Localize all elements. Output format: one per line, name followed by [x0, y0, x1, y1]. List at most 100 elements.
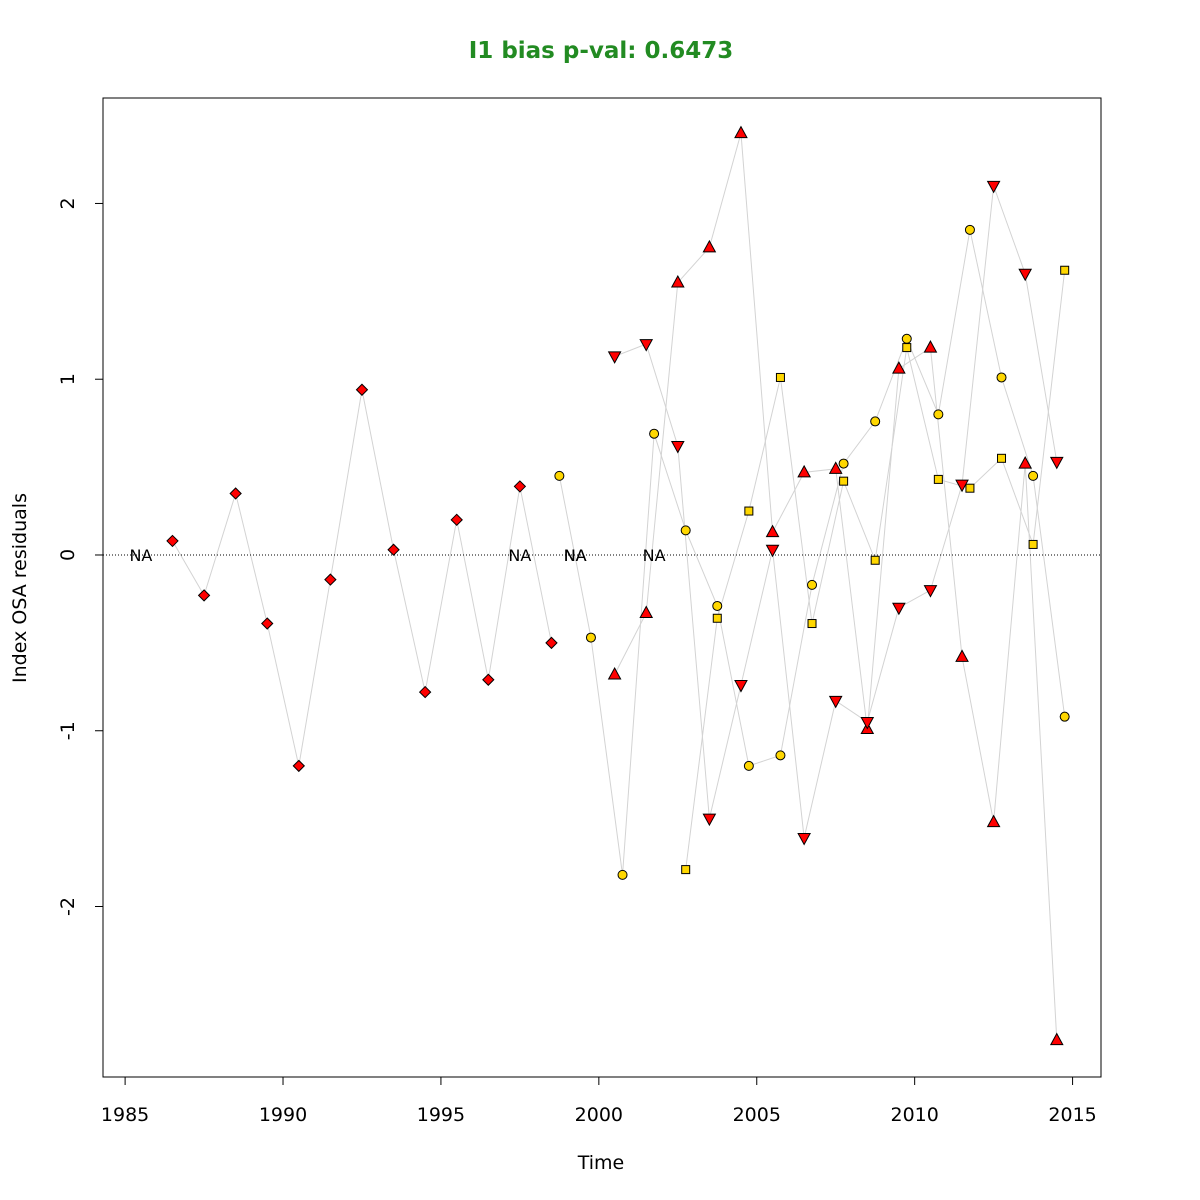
- point-square: [712, 613, 722, 623]
- x-tick-label: 1995: [417, 1104, 465, 1126]
- point-triangle-up: [955, 649, 969, 662]
- point-square: [965, 483, 975, 493]
- point-triangle-down: [1049, 456, 1064, 470]
- point-triangle-down: [797, 832, 811, 846]
- point-triangle-down: [734, 680, 748, 693]
- point-triangle-up: [797, 464, 811, 478]
- point-triangle-down: [670, 441, 685, 454]
- point-square: [839, 476, 849, 486]
- point-triangle-down: [955, 479, 969, 493]
- point-circle: [964, 224, 975, 235]
- y-tick-label: 0: [57, 549, 79, 561]
- point-diamond: [229, 487, 242, 500]
- point-circle: [933, 409, 944, 420]
- point-triangle-up: [765, 524, 780, 538]
- point-square: [870, 555, 880, 565]
- y-axis: -2 -1 0 1 2: [57, 197, 104, 916]
- point-triangle-up: [1049, 1032, 1064, 1046]
- x-tick-label: 2005: [733, 1104, 781, 1126]
- point-diamond: [261, 617, 274, 630]
- na-label: NA: [508, 546, 531, 565]
- point-triangle-down: [1018, 268, 1033, 282]
- point-circle: [775, 750, 786, 761]
- point-circle: [996, 372, 1007, 383]
- point-circle: [1059, 711, 1070, 722]
- connector-line: [558, 229, 1066, 875]
- connector-line: [685, 270, 1066, 870]
- point-circle: [901, 333, 912, 344]
- point-circle: [554, 470, 565, 481]
- point-triangle-down: [892, 602, 906, 616]
- x-tick-label: 1990: [259, 1104, 307, 1126]
- y-tick-label: -2: [57, 897, 79, 916]
- point-triangle-down: [986, 180, 1001, 194]
- point-circle: [585, 632, 596, 643]
- point-triangle-up: [734, 125, 748, 139]
- y-axis-title: Index OSA residuals: [9, 493, 31, 683]
- point-diamond: [355, 383, 369, 396]
- point-triangle-up: [639, 605, 654, 618]
- connector-line: [614, 133, 1058, 1041]
- point-circle: [680, 525, 691, 536]
- y-tick-label: -1: [57, 721, 79, 740]
- x-tick-label: 1985: [101, 1104, 149, 1126]
- na-label: NA: [129, 546, 152, 565]
- point-square: [775, 372, 785, 382]
- point-circle: [1028, 470, 1039, 481]
- point-triangle-down: [702, 813, 717, 827]
- point-triangle-down: [828, 695, 843, 709]
- point-triangle-down: [923, 585, 938, 598]
- point-diamond: [197, 589, 211, 602]
- point-triangle-up: [670, 275, 685, 288]
- point-triangle-up: [1018, 456, 1033, 469]
- point-circle: [838, 458, 849, 469]
- point-circle: [807, 579, 818, 590]
- point-square: [933, 474, 943, 484]
- point-triangle-up: [702, 239, 717, 253]
- x-tick-label: 2010: [890, 1104, 938, 1126]
- data-points: [166, 125, 1070, 1046]
- chart-title: I1 bias p-val: 0.6473: [469, 38, 734, 64]
- point-circle: [649, 428, 660, 439]
- point-circle: [712, 600, 723, 611]
- point-square: [744, 506, 754, 516]
- na-label: NA: [564, 546, 587, 565]
- y-tick-label: 1: [57, 373, 79, 385]
- point-diamond: [292, 759, 306, 773]
- na-label: NA: [564, 546, 587, 565]
- point-square: [1060, 265, 1070, 275]
- point-diamond: [324, 573, 337, 586]
- point-triangle-up: [986, 814, 1001, 828]
- y-tick-label: 2: [57, 197, 79, 209]
- point-diamond: [166, 534, 179, 548]
- point-diamond: [450, 513, 463, 527]
- point-triangle-down: [765, 544, 780, 558]
- point-square: [1028, 539, 1038, 549]
- na-label: NA: [643, 546, 666, 565]
- point-square: [681, 865, 691, 875]
- point-triangle-down: [607, 351, 622, 364]
- point-triangle-up: [892, 361, 906, 374]
- connector-line: [172, 389, 552, 767]
- point-square: [997, 453, 1007, 463]
- point-diamond: [545, 636, 558, 650]
- plot-frame: [102, 97, 1102, 1078]
- x-axis-title: Time: [577, 1152, 625, 1174]
- point-square: [902, 343, 912, 353]
- point-square: [807, 619, 817, 629]
- point-circle: [617, 869, 628, 880]
- point-diamond: [482, 673, 495, 686]
- point-circle: [743, 760, 754, 771]
- point-diamond: [387, 543, 400, 556]
- x-tick-label: 2015: [1048, 1104, 1096, 1126]
- point-triangle-down: [860, 716, 875, 730]
- point-triangle-up: [607, 666, 622, 680]
- point-diamond: [513, 480, 527, 493]
- point-triangle-up: [828, 461, 843, 474]
- point-circle: [870, 416, 881, 427]
- point-triangle-down: [639, 339, 654, 352]
- point-triangle-up: [923, 340, 938, 353]
- point-diamond: [418, 685, 432, 699]
